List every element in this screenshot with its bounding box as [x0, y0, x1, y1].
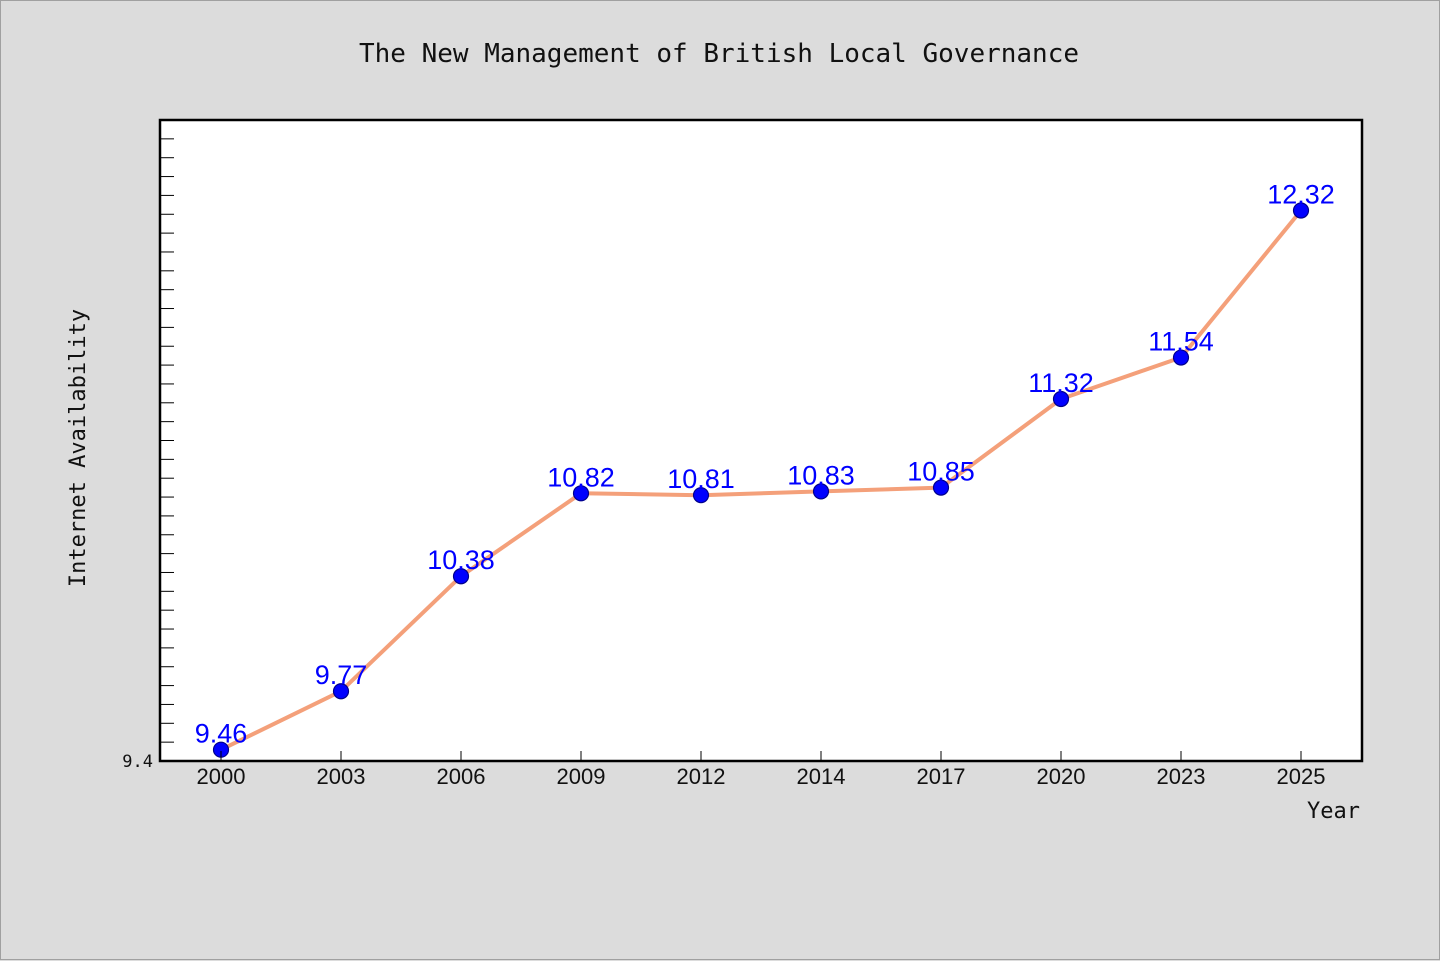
x-tick-label: 2012 [677, 764, 726, 789]
x-tick-label: 2023 [1157, 764, 1206, 789]
data-labels-layer: 9.46 9.77 10.38 10.82 10.81 10.83 10.85 11.32 11… [195, 179, 1335, 748]
data-label: 10.82 [547, 462, 615, 492]
data-label: 9.46 [195, 719, 248, 749]
x-tick-label: 2000 [197, 764, 246, 789]
data-label: 11.54 [1148, 327, 1214, 357]
x-tick-label: 2020 [1037, 764, 1086, 789]
data-point [1172, 349, 1190, 366]
data-point [1292, 202, 1310, 219]
data-label: 10.85 [907, 457, 975, 487]
x-tick-label: 2006 [437, 764, 486, 789]
x-tick-label: 2003 [317, 764, 366, 789]
data-point [932, 479, 950, 496]
chart-title: The New Management of British Local Gove… [359, 39, 1079, 69]
data-point [452, 568, 470, 585]
y-axis-label: Internet Availability [66, 309, 91, 587]
y-tick-label-min: 9.4 [122, 752, 153, 772]
plot-border [158, 118, 1364, 763]
y-axis-minor-ticks [160, 138, 174, 743]
data-label: 12.32 [1267, 179, 1335, 209]
x-axis-ticks: 2000 2003 2006 2009 2012 2014 2017 2020 2023 2025 [197, 751, 1326, 789]
data-label: 11.32 [1028, 368, 1094, 398]
data-point [1052, 390, 1070, 408]
data-label: 9.77 [315, 660, 368, 690]
data-point [572, 485, 590, 502]
series-layer [212, 202, 1310, 758]
data-label: 10.38 [427, 545, 495, 575]
plot-area [160, 120, 1362, 761]
data-label: 10.81 [667, 464, 735, 494]
x-tick-label: 2025 [1277, 764, 1326, 789]
data-point [332, 683, 350, 700]
x-tick-label: 2017 [917, 764, 966, 789]
x-axis-label: Year [1307, 799, 1360, 824]
x-tick-label: 2014 [797, 764, 846, 789]
data-point [812, 483, 830, 500]
data-label: 10.83 [787, 460, 855, 490]
x-tick-label: 2009 [557, 764, 606, 789]
series-line [219, 208, 1303, 752]
data-point [692, 487, 710, 504]
